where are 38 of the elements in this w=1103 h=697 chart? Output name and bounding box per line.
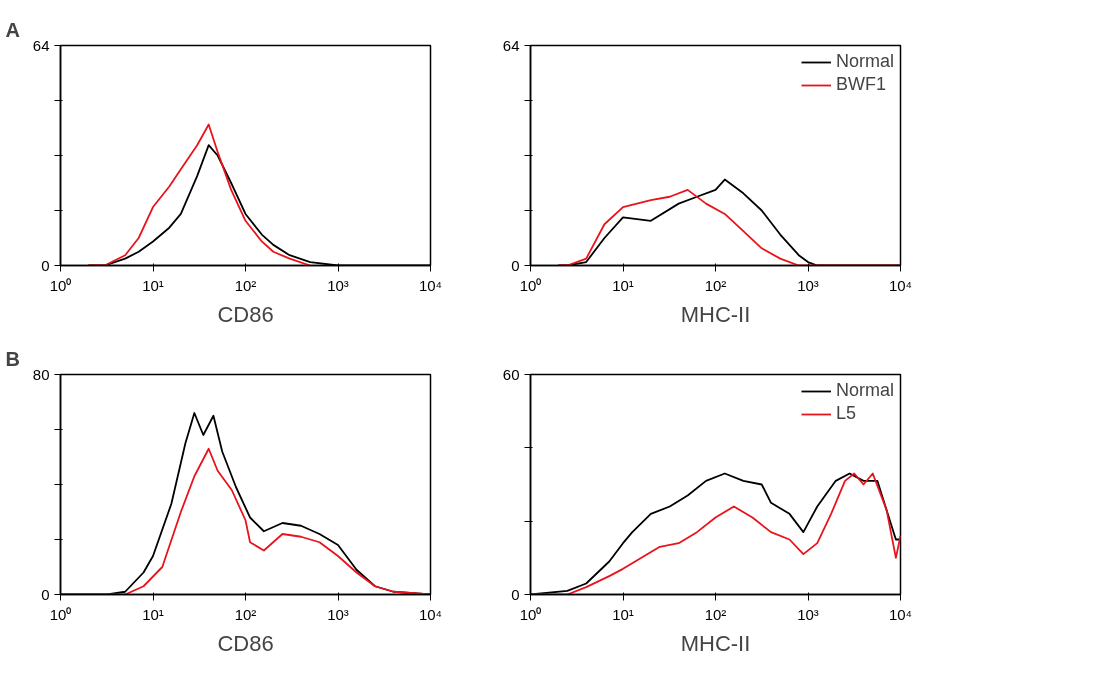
x-tick-label: 10³	[327, 276, 349, 294]
x-tick-label: 10²	[704, 276, 727, 294]
y-tick-label: 0	[41, 585, 50, 603]
x-tick-label: 10⁰	[519, 605, 542, 623]
x-tick-label: 10¹	[612, 276, 634, 294]
x-tick-label: 10⁰	[49, 276, 72, 294]
x-tick-label: 10⁴	[418, 605, 443, 623]
y-tick-label: 0	[41, 256, 50, 274]
x-tick-label: 10²	[234, 605, 257, 623]
x-tick-label: 10⁰	[49, 605, 72, 623]
x-tick-label: 10¹	[612, 605, 634, 623]
y-tick-label: 64	[32, 36, 50, 54]
x-axis-title: CD86	[217, 630, 274, 656]
x-tick-label: 10¹	[142, 276, 164, 294]
x-tick-label: 10³	[797, 276, 819, 294]
x-tick-label: 10³	[327, 605, 349, 623]
y-tick-label: 60	[502, 365, 520, 383]
legend-label: BWF1	[835, 74, 886, 95]
x-tick-label: 10⁴	[888, 605, 913, 623]
x-tick-label: 10⁰	[519, 276, 542, 294]
legend-label: Normal	[835, 380, 894, 401]
legend-label: Normal	[835, 51, 894, 72]
x-tick-label: 10¹	[142, 605, 164, 623]
y-tick-label: 64	[502, 36, 520, 54]
text: A	[5, 18, 20, 41]
x-axis-title: CD86	[217, 301, 274, 327]
y-tick-label: 80	[32, 365, 50, 383]
y-tick-label: 0	[511, 256, 520, 274]
x-tick-label: 10³	[797, 605, 819, 623]
legend-label: L5	[835, 403, 857, 424]
x-tick-label: 10²	[234, 276, 257, 294]
y-tick-label: 0	[511, 585, 520, 603]
x-tick-label: 10⁴	[418, 276, 443, 294]
x-axis-title: MHC-II	[680, 301, 751, 327]
x-axis-title: MHC-II	[680, 630, 751, 656]
text: B	[5, 347, 20, 370]
x-tick-label: 10⁴	[888, 276, 913, 294]
x-tick-label: 10²	[704, 605, 727, 623]
